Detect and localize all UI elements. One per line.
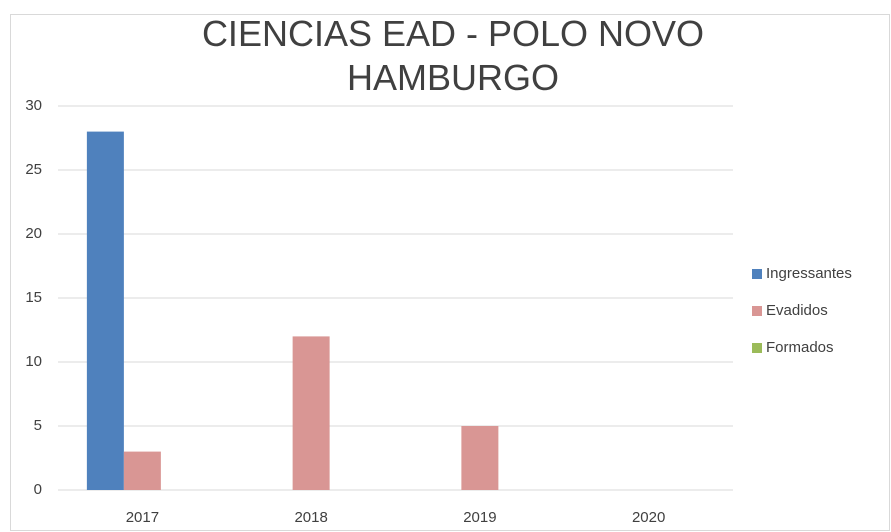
legend-label: Formados [766,339,834,356]
legend-label: Ingressantes [766,265,852,282]
legend-swatch [752,269,762,279]
bar [86,131,124,490]
x-tick-label: 2020 [632,509,665,526]
x-tick-label: 2017 [126,509,159,526]
bar [461,426,499,490]
bar [123,451,161,490]
legend-label: Evadidos [766,302,828,319]
legend-swatch [752,306,762,316]
y-tick-label: 20 [25,225,42,242]
y-tick-label: 10 [25,353,42,370]
y-tick-label: 0 [34,481,42,498]
legend-swatch [752,343,762,353]
y-tick-label: 25 [25,161,42,178]
y-tick-label: 15 [25,289,42,306]
chart-title: CIENCIAS EAD - POLO NOVO HAMBURGO [201,13,705,98]
bar [292,336,330,490]
y-tick-label: 5 [34,417,42,434]
y-tick-label: 30 [25,97,42,114]
x-tick-label: 2018 [294,509,327,526]
chart-border [10,14,890,531]
x-tick-label: 2019 [463,509,496,526]
